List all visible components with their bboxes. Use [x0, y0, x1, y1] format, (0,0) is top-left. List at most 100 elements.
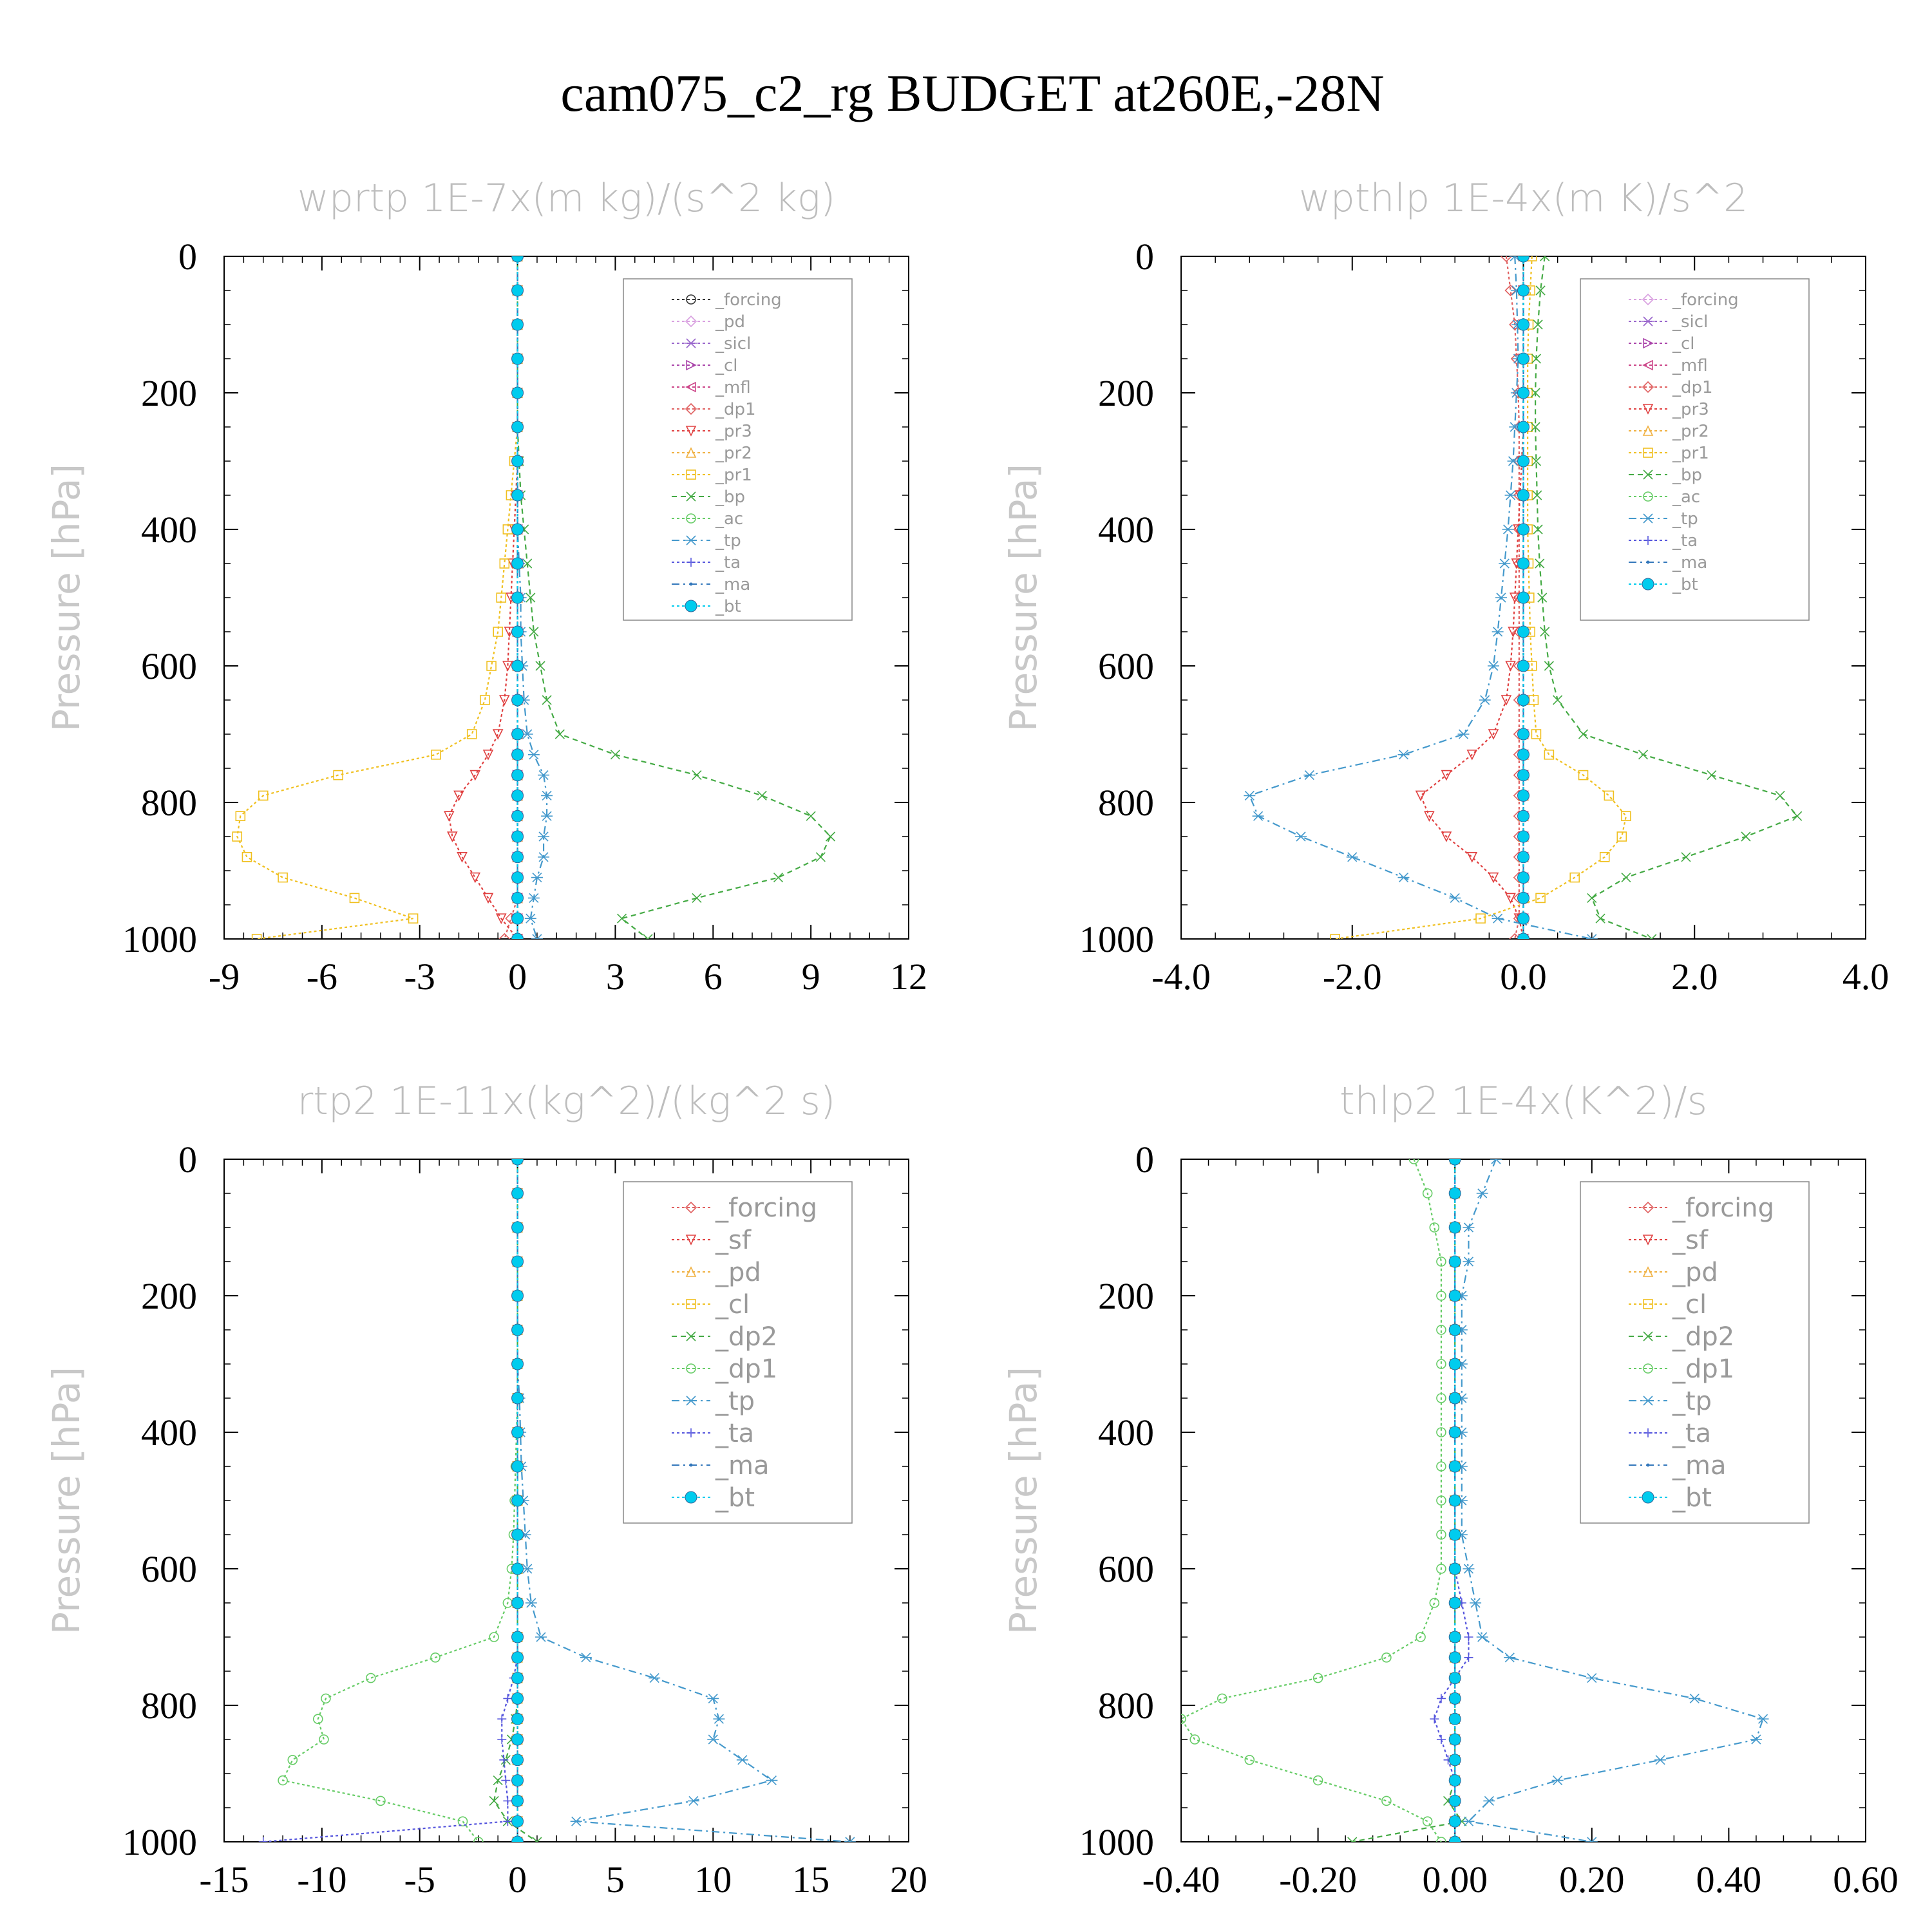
y-tick-label: 0 — [1135, 236, 1154, 278]
data-point — [541, 811, 553, 821]
legend-item: _pr2 — [1629, 422, 1709, 441]
legend-label: _bp — [715, 488, 745, 507]
legend-marker — [1642, 316, 1654, 327]
data-point — [580, 1653, 592, 1663]
data-point — [1448, 1754, 1461, 1766]
data-point — [1436, 1359, 1446, 1369]
legend-item: _ma — [1629, 553, 1707, 573]
data-point — [511, 591, 524, 604]
data-point — [365, 1672, 376, 1683]
legend-marker — [1646, 1463, 1650, 1467]
data-point — [503, 1817, 513, 1826]
data-point — [532, 1837, 542, 1842]
data-point — [430, 1653, 440, 1663]
data-point — [408, 913, 419, 923]
data-point — [503, 1796, 513, 1806]
legend-marker — [1643, 491, 1653, 502]
legend-item: _ma — [1629, 1451, 1726, 1481]
data-point — [1689, 1693, 1701, 1703]
legend-marker — [689, 582, 693, 586]
legend-label: _mfl — [1672, 356, 1708, 375]
data-point — [538, 831, 550, 842]
data-point — [1466, 852, 1478, 863]
panel-4: thlp2 1E-4x(K^2)/s Pressure [hPa] -0.40 -0.… — [1001, 1079, 1899, 1900]
y-tick-label: 1000 — [122, 918, 197, 960]
data-point — [511, 557, 524, 570]
data-point — [1436, 1291, 1446, 1301]
data-point — [511, 1528, 524, 1541]
legend-item: _dp1 — [1629, 1354, 1734, 1384]
data-point — [489, 1632, 499, 1642]
legend-marker — [685, 1235, 697, 1245]
figure-title: cam075_c2_rg BUDGET at260E,-28N — [560, 64, 1384, 122]
legend-item: _cl — [672, 356, 738, 375]
data-point — [1517, 912, 1530, 925]
data-point — [525, 1598, 537, 1608]
y-tick-label: 1000 — [122, 1821, 197, 1863]
data-point — [498, 933, 511, 939]
data-point — [1578, 770, 1589, 781]
data-point — [1181, 1714, 1186, 1724]
data-point — [844, 1837, 856, 1842]
legend-label: _forcing — [1672, 290, 1739, 310]
y-tick-label: 600 — [1098, 1548, 1154, 1590]
data-point — [501, 1776, 511, 1785]
legend: _forcing _sf _pd _cl_dp2_dp1 _tp _ta _ma_bt — [623, 1181, 853, 1524]
data-point — [1586, 934, 1598, 939]
data-point — [349, 893, 360, 904]
data-point — [1517, 694, 1530, 706]
data-point — [486, 661, 497, 671]
legend-label: _ac — [715, 509, 743, 529]
legend-label: _forcing — [1672, 1193, 1774, 1223]
data-point — [1422, 1816, 1433, 1826]
data-point — [1530, 422, 1540, 432]
panel-title: wpthlp 1E-4x(m K)/s^2 — [1299, 176, 1748, 221]
legend-item: _sf — [672, 1226, 752, 1255]
y-tick-label: 400 — [1098, 1412, 1154, 1454]
legend-marker — [1642, 513, 1654, 524]
data-point — [1792, 811, 1803, 821]
legend-label: _dp1 — [1672, 1354, 1734, 1384]
data-point — [1616, 831, 1627, 842]
data-point — [1517, 489, 1530, 502]
data-point — [503, 1694, 513, 1703]
legend-label: _cl — [715, 356, 738, 375]
data-point — [1448, 1528, 1461, 1541]
data-point — [511, 1794, 524, 1807]
data-point — [1492, 913, 1504, 923]
data-point — [522, 558, 533, 569]
data-point — [1244, 1755, 1255, 1765]
legend-item: _pd — [1629, 1258, 1718, 1287]
data-point — [1346, 852, 1358, 862]
data-point — [473, 1837, 484, 1842]
data-point — [457, 1816, 468, 1826]
legend-marker — [689, 1463, 693, 1467]
legend-label: _bp — [1672, 466, 1702, 485]
data-point — [469, 770, 481, 781]
data-point — [538, 770, 550, 781]
legend-label: _bt — [715, 597, 741, 616]
data-point — [1436, 1735, 1446, 1744]
legend-marker — [685, 447, 697, 458]
legend-marker — [1643, 448, 1653, 458]
legend-item: _bt — [672, 597, 741, 616]
data-point — [527, 750, 540, 760]
data-point — [321, 1693, 331, 1704]
data-point — [773, 873, 784, 883]
y-tick-label: 200 — [1098, 1275, 1154, 1317]
data-point — [457, 852, 468, 863]
legend-label: _pr3 — [715, 422, 752, 441]
data-point — [529, 627, 539, 637]
data-point — [1436, 1427, 1446, 1437]
data-point — [1436, 1461, 1446, 1472]
legend-item: _ta — [1629, 531, 1698, 551]
data-point — [524, 913, 536, 923]
data-point — [1509, 256, 1521, 261]
data-point — [511, 455, 524, 468]
data-point — [469, 872, 481, 884]
data-point — [511, 1712, 524, 1725]
series-line — [1335, 256, 1627, 939]
legend-frame — [1580, 278, 1810, 621]
data-point — [554, 729, 565, 739]
y-tick-label: 0 — [178, 1139, 197, 1180]
